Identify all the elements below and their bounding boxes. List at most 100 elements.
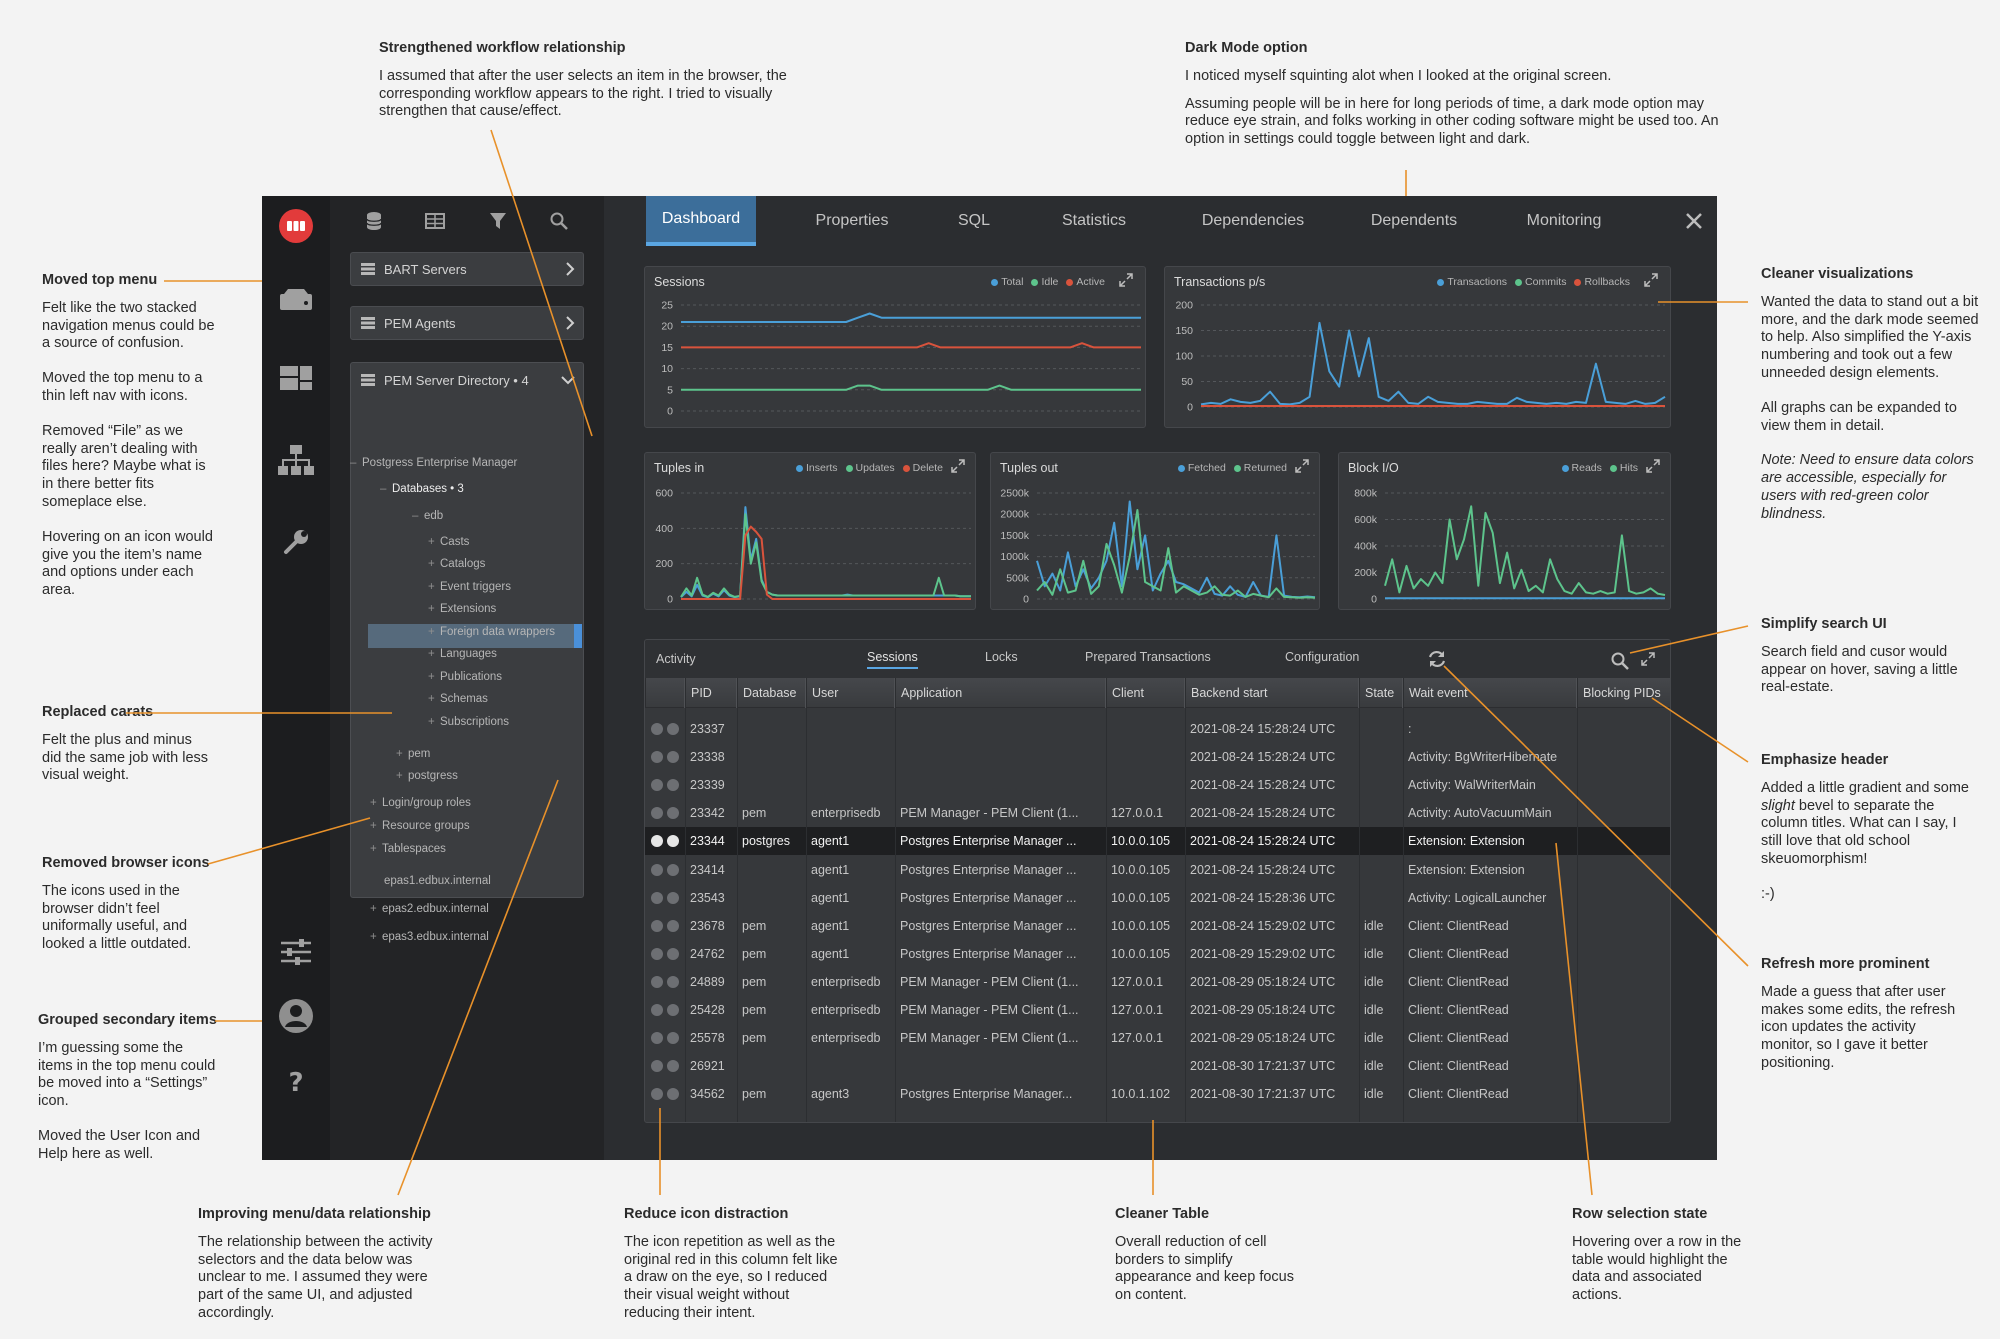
- tree-item[interactable]: + Resource groups: [370, 820, 470, 832]
- expand-icon[interactable]: [1295, 459, 1309, 473]
- plus-icon[interactable]: +: [370, 931, 377, 943]
- column-header-client[interactable]: Client: [1106, 678, 1185, 708]
- expand-icon[interactable]: [1646, 459, 1660, 473]
- plus-icon[interactable]: +: [428, 558, 435, 570]
- cancel-query-icon[interactable]: [651, 919, 663, 932]
- tree-item[interactable]: + Extensions: [428, 603, 496, 615]
- cancel-query-icon[interactable]: [651, 807, 663, 820]
- help-icon[interactable]: ?: [276, 1062, 316, 1102]
- database-icon[interactable]: [366, 211, 382, 235]
- plus-icon[interactable]: +: [428, 648, 435, 660]
- plus-icon[interactable]: +: [428, 603, 435, 615]
- tree-item[interactable]: + Publications: [428, 671, 502, 683]
- terminate-session-icon[interactable]: [667, 975, 679, 988]
- plus-icon[interactable]: +: [396, 770, 403, 782]
- tree-item[interactable]: + epas2.edbux.internal: [370, 903, 489, 915]
- plus-icon[interactable]: +: [428, 626, 435, 638]
- user-icon[interactable]: [276, 996, 316, 1036]
- plus-icon[interactable]: +: [428, 693, 435, 705]
- column-header-database[interactable]: Database: [737, 678, 806, 708]
- refresh-icon[interactable]: [1427, 649, 1447, 669]
- tree-item[interactable]: – Databases • 3: [380, 483, 464, 495]
- search-icon[interactable]: [1611, 652, 1629, 670]
- plus-icon[interactable]: +: [370, 843, 377, 855]
- activity-tab-sessions[interactable]: Sessions: [867, 650, 918, 669]
- terminate-session-icon[interactable]: [667, 891, 679, 904]
- cancel-query-icon[interactable]: [651, 1088, 663, 1101]
- node-pem-agents[interactable]: PEM Agents: [350, 306, 584, 340]
- tree-item[interactable]: + epas3.edbux.internal: [370, 931, 489, 943]
- cancel-query-icon[interactable]: [651, 723, 663, 735]
- plus-icon[interactable]: +: [370, 903, 377, 915]
- cancel-query-icon[interactable]: [651, 1060, 663, 1073]
- terminate-session-icon[interactable]: [667, 863, 679, 876]
- close-icon[interactable]: [1683, 210, 1705, 232]
- table-row[interactable]: 25578 pem enterprisedb PEM Manager - PEM Cl…: [645, 1024, 1670, 1052]
- tree-item[interactable]: + Languages: [428, 648, 497, 660]
- terminate-session-icon[interactable]: [667, 807, 679, 820]
- expand-icon[interactable]: [1119, 273, 1133, 287]
- table-row[interactable]: 24889 pem enterprisedb PEM Manager - PEM Cl…: [645, 968, 1670, 996]
- activity-tab-locks[interactable]: Locks: [985, 650, 1018, 664]
- column-header-state[interactable]: State: [1359, 678, 1403, 708]
- sliders-icon[interactable]: [276, 932, 316, 972]
- tab-monitoring[interactable]: Monitoring: [1526, 212, 1602, 229]
- terminate-session-icon[interactable]: [667, 1004, 679, 1016]
- wrench-icon[interactable]: [276, 522, 316, 562]
- minus-icon[interactable]: –: [380, 483, 387, 495]
- terminate-session-icon[interactable]: [667, 1060, 679, 1073]
- tree-item[interactable]: + Catalogs: [428, 558, 485, 570]
- column-header-user[interactable]: User: [806, 678, 895, 708]
- cancel-query-icon[interactable]: [651, 779, 663, 792]
- node-pem-server-directory[interactable]: PEM Server Directory • 4: [351, 363, 583, 397]
- cancel-query-icon[interactable]: [651, 947, 663, 960]
- terminate-session-icon[interactable]: [667, 835, 679, 848]
- cancel-query-icon[interactable]: [651, 975, 663, 988]
- cancel-query-icon[interactable]: [651, 1004, 663, 1016]
- expand-icon[interactable]: [1641, 652, 1655, 666]
- table-icon[interactable]: [425, 212, 446, 234]
- table-row[interactable]: 26921 2021-08-30 17:21:37 UTC idle Client: …: [645, 1052, 1670, 1080]
- cancel-query-icon[interactable]: [651, 863, 663, 876]
- chevron-right-icon[interactable]: [565, 262, 575, 276]
- tree-item[interactable]: epas1.edbux.internal: [372, 875, 491, 887]
- terminate-session-icon[interactable]: [667, 1088, 679, 1101]
- table-row[interactable]: 25428 pem enterprisedb PEM Manager - PEM Cl…: [645, 996, 1670, 1024]
- tree-item[interactable]: + Foreign data wrappers: [428, 626, 555, 638]
- table-row[interactable]: 23338 2021-08-24 15:28:24 UTC Activity: Bg…: [645, 743, 1670, 771]
- minus-icon[interactable]: –: [350, 457, 357, 469]
- tab-statistics[interactable]: Statistics: [1061, 212, 1126, 229]
- minus-icon[interactable]: –: [412, 510, 419, 522]
- plus-icon[interactable]: +: [428, 671, 435, 683]
- terminate-session-icon[interactable]: [667, 723, 679, 735]
- search-icon[interactable]: [550, 212, 569, 235]
- terminate-session-icon[interactable]: [667, 779, 679, 792]
- tree-item[interactable]: + Login/group roles: [370, 797, 471, 809]
- tree-item[interactable]: – Postgress Enterprise Manager: [350, 457, 517, 469]
- table-row[interactable]: 34562 pem agent3 Postgres Enterprise Manage…: [645, 1080, 1670, 1108]
- plus-icon[interactable]: +: [370, 820, 377, 832]
- tab-dashboard[interactable]: Dashboard: [646, 196, 756, 246]
- tab-dependents[interactable]: Dependents: [1370, 212, 1458, 229]
- terminate-session-icon[interactable]: [667, 947, 679, 960]
- plus-icon[interactable]: +: [396, 748, 403, 760]
- tab-properties[interactable]: Properties: [815, 212, 889, 229]
- activity-tab-configuration[interactable]: Configuration: [1285, 650, 1360, 664]
- logo-icon[interactable]: [279, 209, 313, 243]
- tree-item[interactable]: + pem: [396, 748, 430, 760]
- table-row[interactable]: 23543 agent1 Postgres Enterprise Manager .…: [645, 884, 1670, 912]
- tree-item[interactable]: + Casts: [428, 536, 469, 548]
- table-row[interactable]: 23342 pem enterprisedb PEM Manager - PEM Cl…: [645, 799, 1670, 827]
- tree-item[interactable]: + Subscriptions: [428, 716, 509, 728]
- plus-icon[interactable]: +: [428, 581, 435, 593]
- hierarchy-icon[interactable]: [276, 440, 316, 480]
- table-row[interactable]: 23344 postgres agent1 Postgres Enterprise M…: [645, 827, 1670, 856]
- expand-icon[interactable]: [951, 459, 965, 473]
- table-row[interactable]: 23678 pem agent1 Postgres Enterprise Manage…: [645, 912, 1670, 940]
- tree-item[interactable]: + Schemas: [428, 693, 488, 705]
- table-row[interactable]: 23414 agent1 Postgres Enterprise Manager .…: [645, 856, 1670, 884]
- terminate-session-icon[interactable]: [667, 1032, 679, 1045]
- tree-item[interactable]: – edb: [412, 510, 443, 522]
- table-row[interactable]: 23337 2021-08-24 15:28:24 UTC:: [645, 715, 1670, 743]
- terminate-session-icon[interactable]: [667, 919, 679, 932]
